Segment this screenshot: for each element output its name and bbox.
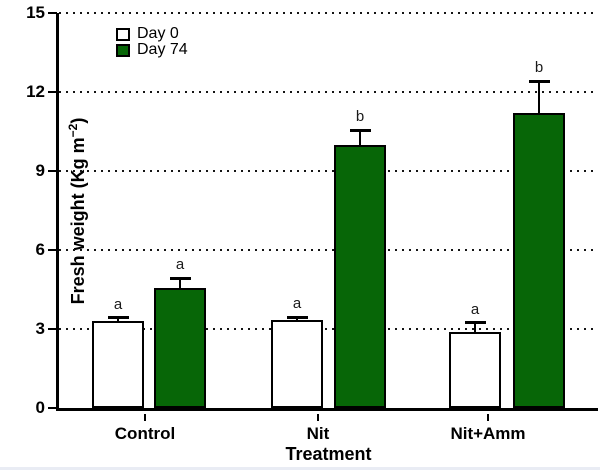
y-tick-label-12: 12	[26, 82, 45, 101]
sig-letter: a	[113, 295, 123, 313]
day0-swatch-icon	[116, 27, 130, 41]
sig-letter: a	[292, 295, 302, 313]
y-tick-12	[48, 90, 57, 94]
error-cap	[464, 321, 486, 325]
x-tick-label-0: Control	[114, 424, 176, 443]
error-whisker	[474, 322, 476, 332]
error-whisker	[538, 81, 540, 114]
legend-row-day0: Day 0	[116, 26, 188, 42]
bottom-border-strip	[0, 467, 600, 470]
x-tick-0	[143, 414, 147, 421]
day74-swatch-icon	[116, 43, 130, 57]
error-cap	[286, 315, 308, 319]
sig-letter: a	[175, 256, 185, 274]
y-axis-title-superscript: −2	[66, 123, 80, 138]
y-tick-label-3: 3	[35, 319, 45, 338]
y-tick-15	[48, 11, 57, 15]
error-cap	[169, 276, 191, 280]
legend-label-day74: Day 74	[137, 41, 188, 58]
x-tick-2	[486, 414, 490, 421]
bar-day0-nit+amm	[449, 331, 501, 408]
gridline-y9	[59, 170, 596, 172]
gridline-y12	[59, 91, 596, 93]
y-tick-0	[48, 406, 57, 410]
x-axis-title: Treatment	[285, 444, 372, 464]
x-tick-label-2: Nit+Amm	[450, 424, 526, 443]
y-tick-label-15: 15	[26, 3, 45, 22]
error-cap	[528, 79, 550, 83]
gridline-y15	[59, 12, 596, 14]
bar-day74-nit	[334, 144, 386, 408]
sig-letter: a	[470, 300, 480, 318]
y-tick-6	[48, 248, 57, 252]
bar-day74-control	[154, 288, 206, 408]
plot-area: Fresh weight (Kg m−2) 0 3 6 9 12 15 Control Nit…	[26, 4, 598, 443]
bar-day0-control	[92, 321, 144, 408]
gridline-y3	[59, 328, 596, 330]
gridline-y6	[59, 249, 596, 251]
sig-letter: b	[355, 108, 365, 126]
legend: Day 0 Day 74	[116, 26, 188, 58]
x-tick-1	[316, 414, 320, 421]
y-tick-label-0: 0	[35, 398, 45, 417]
y-tick-label-6: 6	[35, 240, 45, 259]
error-cap	[107, 316, 129, 320]
y-tick-3	[48, 327, 57, 331]
y-axis-title-text: Fresh weight (Kg m	[68, 137, 88, 305]
error-whisker	[179, 278, 181, 289]
legend-label-day0: Day 0	[137, 25, 179, 42]
legend-row-day74: Day 74	[116, 42, 188, 58]
y-axis-title-close: )	[68, 117, 88, 124]
y-axis-title: Fresh weight (Kg m−2)	[66, 11, 92, 411]
error-whisker	[117, 317, 119, 322]
x-tick-label-1: Nit	[306, 424, 330, 443]
y-tick-label-9: 9	[35, 161, 45, 180]
sig-letter: b	[534, 59, 544, 77]
error-whisker	[359, 130, 361, 145]
bar-day0-nit	[271, 319, 323, 408]
error-cap	[349, 128, 371, 132]
y-tick-9	[48, 169, 57, 173]
bar-day74-nit+amm	[513, 113, 565, 408]
